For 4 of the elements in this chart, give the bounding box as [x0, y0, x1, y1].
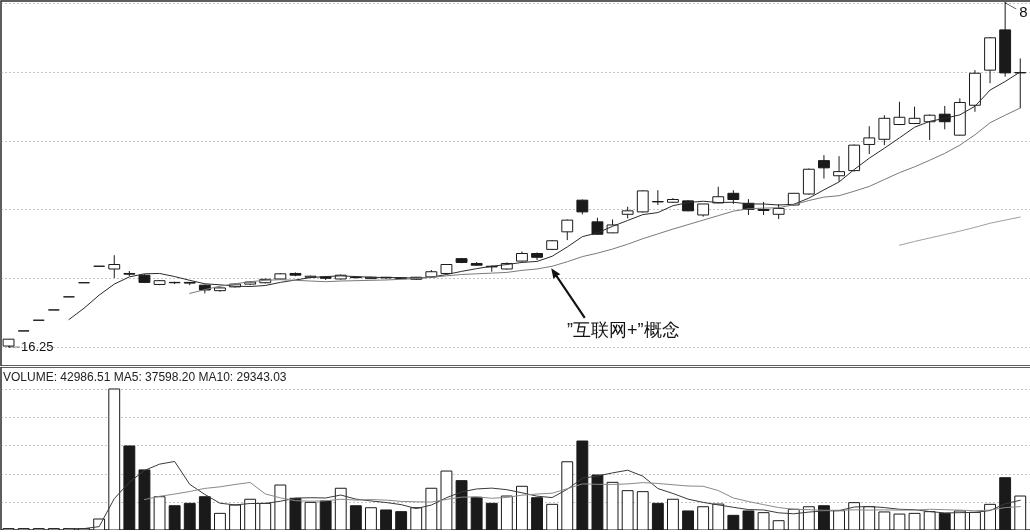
chart-title: VOLUME: 42986.51 MA5: 37598.20 MA10: 29343.03: [3, 370, 287, 384]
annotation: 8: [1019, 3, 1028, 21]
annotation: 16.25: [21, 339, 54, 355]
annotation: ”互联网+”概念: [567, 320, 680, 340]
